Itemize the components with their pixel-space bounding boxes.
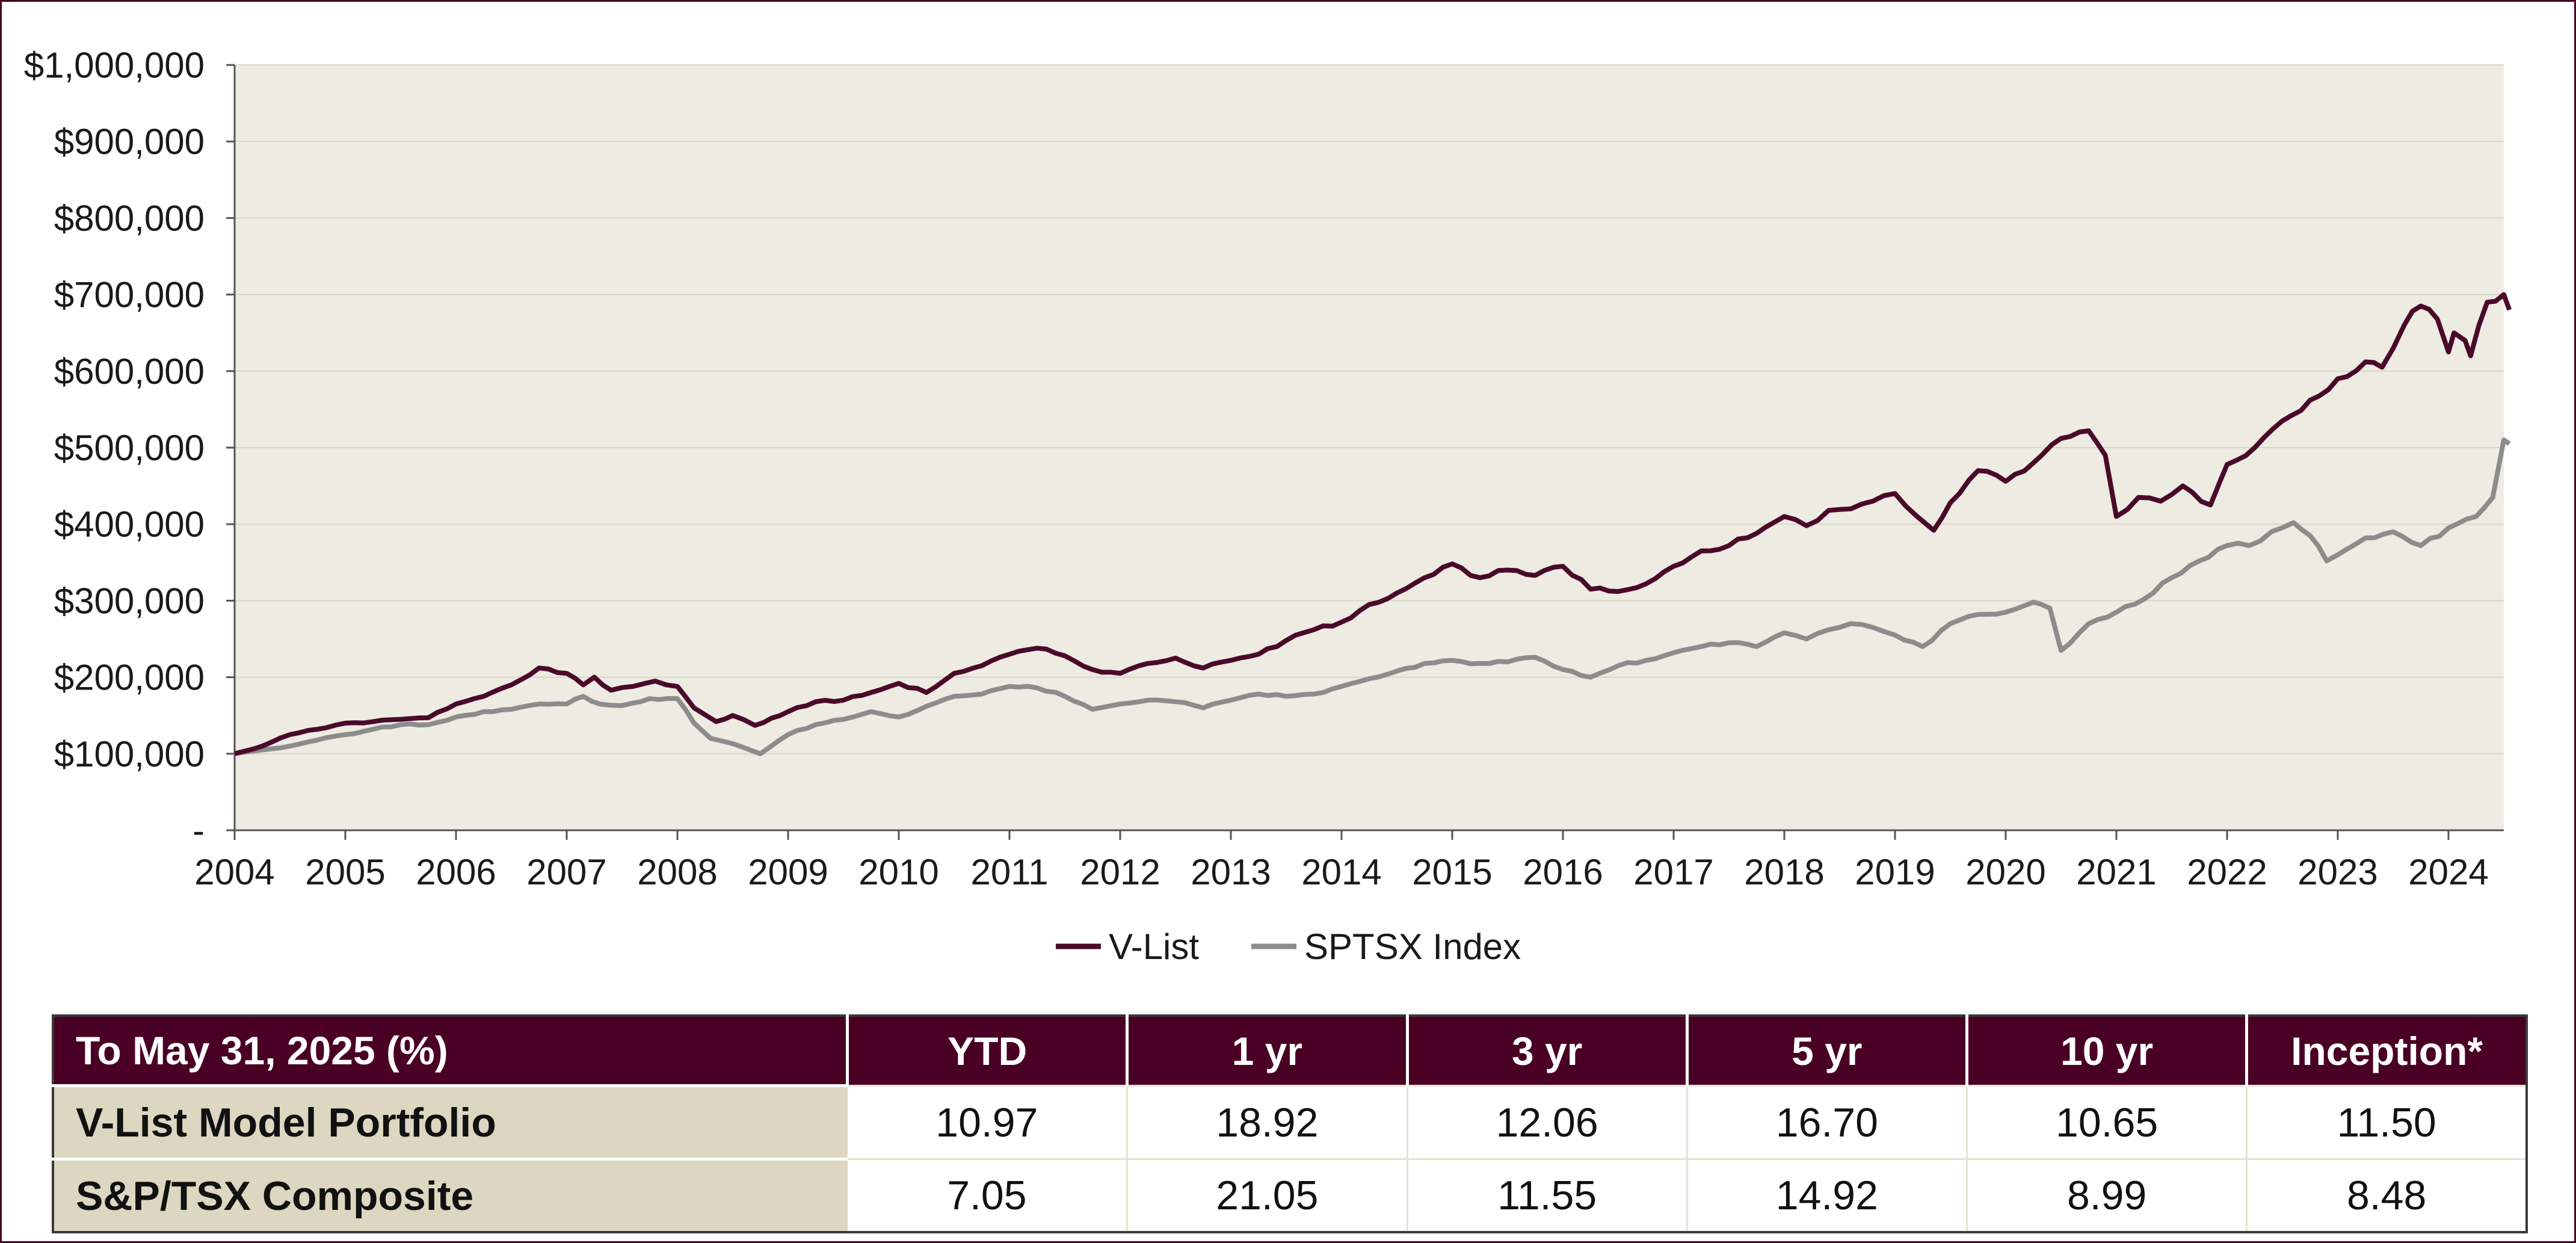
performance-table: To May 31, 2025 (%) YTD 1 yr 3 yr 5 yr 1… — [52, 1014, 2528, 1233]
axes — [233, 65, 2504, 831]
row-label-vlist: V-List Model Portfolio — [53, 1084, 848, 1159]
y-tick-label: $1,000,000 — [24, 45, 205, 85]
x-tick-label: 2021 — [2076, 852, 2156, 892]
x-tick-label: 2014 — [1301, 852, 1381, 892]
legend: V-List SPTSX Index — [1056, 927, 1521, 967]
table-cell: 8.48 — [2246, 1158, 2528, 1232]
table-cell: 11.55 — [1407, 1158, 1688, 1232]
table-cell: 10.97 — [847, 1085, 1129, 1159]
legend-label-vlist: V-List — [1109, 927, 1199, 967]
x-tick-label: 2022 — [2187, 852, 2267, 892]
x-tick-label: 2019 — [1855, 852, 1935, 892]
table-cell: 12.06 — [1407, 1085, 1688, 1159]
table-header-5yr: 5 yr — [1687, 1016, 1969, 1086]
y-tick-label: $900,000 — [54, 122, 205, 162]
x-tick-label: 2015 — [1412, 852, 1492, 892]
table-row: V-List Model Portfolio 10.97 18.92 12.06… — [53, 1084, 2528, 1159]
table-header-row: To May 31, 2025 (%) YTD 1 yr 3 yr 5 yr 1… — [53, 1016, 2527, 1086]
x-tick-label: 2020 — [1965, 852, 2045, 892]
table-cell: 21.05 — [1127, 1158, 1408, 1232]
x-tick-label: 2016 — [1523, 852, 1603, 892]
x-tick-label: 2004 — [194, 852, 274, 892]
table-cell: 16.70 — [1687, 1085, 1968, 1159]
table-header-ytd: YTD — [847, 1016, 1129, 1086]
table-cell: 14.92 — [1687, 1158, 1968, 1232]
table-header-3yr: 3 yr — [1407, 1016, 1689, 1086]
x-tick-label: 2006 — [416, 852, 496, 892]
x-tick-label: 2018 — [1744, 852, 1824, 892]
x-tick-label: 2023 — [2297, 852, 2377, 892]
x-tick-label: 2009 — [748, 852, 828, 892]
x-tick-label: 2011 — [970, 852, 1048, 892]
x-tick-label: 2013 — [1191, 852, 1271, 892]
table-cell: 11.50 — [2246, 1085, 2528, 1159]
table-header-10yr: 10 yr — [1967, 1016, 2249, 1086]
row-label-sptsx: S&P/TSX Composite — [53, 1158, 848, 1232]
y-tick-labels: - $100,000 $200,000 $300,000 $400,000 $500,00… — [24, 45, 205, 851]
table-cell: 18.92 — [1127, 1085, 1408, 1159]
gridlines — [226, 64, 2504, 840]
y-tick-label: - — [193, 810, 205, 851]
y-tick-label: $400,000 — [54, 504, 205, 544]
x-tick-label: 2008 — [637, 852, 717, 892]
y-tick-label: $200,000 — [54, 658, 205, 698]
table-header-1yr: 1 yr — [1127, 1016, 1409, 1086]
table-cell: 8.99 — [1967, 1158, 2248, 1232]
x-tick-labels: 2004 2005 2006 2007 2008 2009 2010 2011 2012 2013… — [194, 852, 2488, 892]
x-tick-label: 2024 — [2408, 852, 2488, 892]
y-tick-label: $300,000 — [54, 581, 205, 621]
x-tick-label: 2017 — [1633, 852, 1713, 892]
series-line-sptsx-index — [234, 437, 2511, 756]
y-tick-label: $500,000 — [54, 428, 205, 468]
table-cell: 7.05 — [847, 1158, 1129, 1232]
table-cell: 10.65 — [1967, 1085, 2248, 1159]
series-lines — [233, 292, 2512, 756]
y-tick-label: $100,000 — [54, 734, 205, 774]
y-tick-label: $700,000 — [54, 275, 205, 315]
x-tick-label: 2012 — [1080, 852, 1160, 892]
legend-label-sptsx: SPTSX Index — [1304, 927, 1521, 967]
x-tick-label: 2005 — [305, 852, 385, 892]
y-tick-label: $600,000 — [54, 351, 205, 392]
table-row: S&P/TSX Composite 7.05 21.05 11.55 14.92… — [53, 1158, 2528, 1232]
series-line-v-list — [233, 292, 2512, 756]
table-header-period: To May 31, 2025 (%) — [53, 1016, 849, 1086]
y-tick-label: $800,000 — [54, 198, 205, 238]
x-tick-label: 2010 — [858, 852, 938, 892]
x-tick-label: 2007 — [526, 852, 606, 892]
table-header-inception: Inception* — [2246, 1016, 2527, 1086]
